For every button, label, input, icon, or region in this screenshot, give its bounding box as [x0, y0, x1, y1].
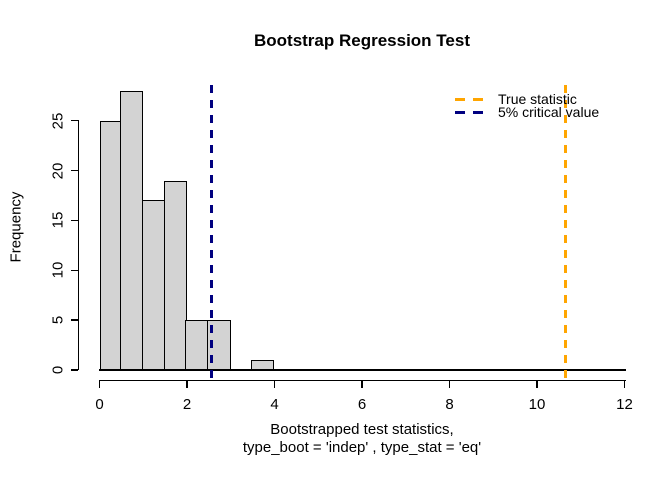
- x-tick-mark: [361, 380, 363, 388]
- y-tick-mark: [70, 219, 78, 222]
- x-tick-label: 8: [445, 396, 454, 413]
- y-tick-mark: [70, 119, 78, 122]
- true-statistic-line: [563, 85, 567, 380]
- histogram-bar: [119, 90, 144, 370]
- dashed-line-swatch-orange: [455, 98, 483, 101]
- x-tick-label: 2: [182, 396, 192, 413]
- x-tick-mark: [273, 380, 276, 388]
- x-tick-label: 4: [270, 396, 279, 413]
- y-tick-mark: [70, 319, 78, 321]
- y-tick-label: 20: [49, 162, 67, 179]
- x-tick-mark: [98, 380, 101, 388]
- x-tick-mark: [536, 380, 538, 388]
- dashed-line-swatch-navy: [455, 111, 483, 114]
- x-tick-mark: [186, 380, 188, 388]
- zero-baseline: [99, 369, 626, 371]
- x-tick-mark: [623, 380, 626, 388]
- legend: True statistic 5% critical value: [455, 91, 600, 120]
- x-axis-title-line2: type_boot = 'indep' , type_stat = 'eq': [242, 439, 482, 456]
- legend-entry-critical-value: 5% critical value: [455, 104, 600, 120]
- y-tick-mark: [70, 169, 78, 172]
- y-tick-mark: [70, 269, 78, 272]
- y-tick-label: 5: [49, 315, 67, 325]
- x-axis-title-line1: Bootstrapped test statistics,: [270, 421, 454, 438]
- x-tick-label: 0: [95, 396, 104, 413]
- legend-label: 5% critical value: [498, 104, 600, 120]
- y-tick-label: 0: [49, 365, 67, 375]
- y-axis-line: [77, 120, 79, 370]
- x-tick-mark: [448, 380, 451, 388]
- histogram-bar: [99, 120, 122, 370]
- y-tick-label: 25: [49, 112, 67, 130]
- y-tick-label: 10: [49, 261, 67, 279]
- chart-title: Bootstrap Regression Test: [253, 31, 470, 50]
- legend-label: True statistic: [498, 91, 577, 107]
- histogram-bar: [141, 200, 166, 370]
- legend-entry-true-statistic: True statistic: [455, 91, 599, 107]
- x-tick-label: 10: [528, 396, 546, 413]
- x-axis-title: Bootstrapped test statistics, type_boot …: [99, 421, 625, 457]
- critical-value-line: [210, 85, 213, 380]
- x-tick-label: 12: [616, 396, 633, 413]
- y-tick-label: 15: [49, 212, 67, 229]
- x-tick-label: 6: [357, 396, 367, 413]
- y-tick-mark: [70, 369, 78, 371]
- y-axis-title: Frequency: [7, 191, 25, 263]
- histogram-bar: [185, 320, 209, 370]
- histogram-bar: [163, 180, 187, 370]
